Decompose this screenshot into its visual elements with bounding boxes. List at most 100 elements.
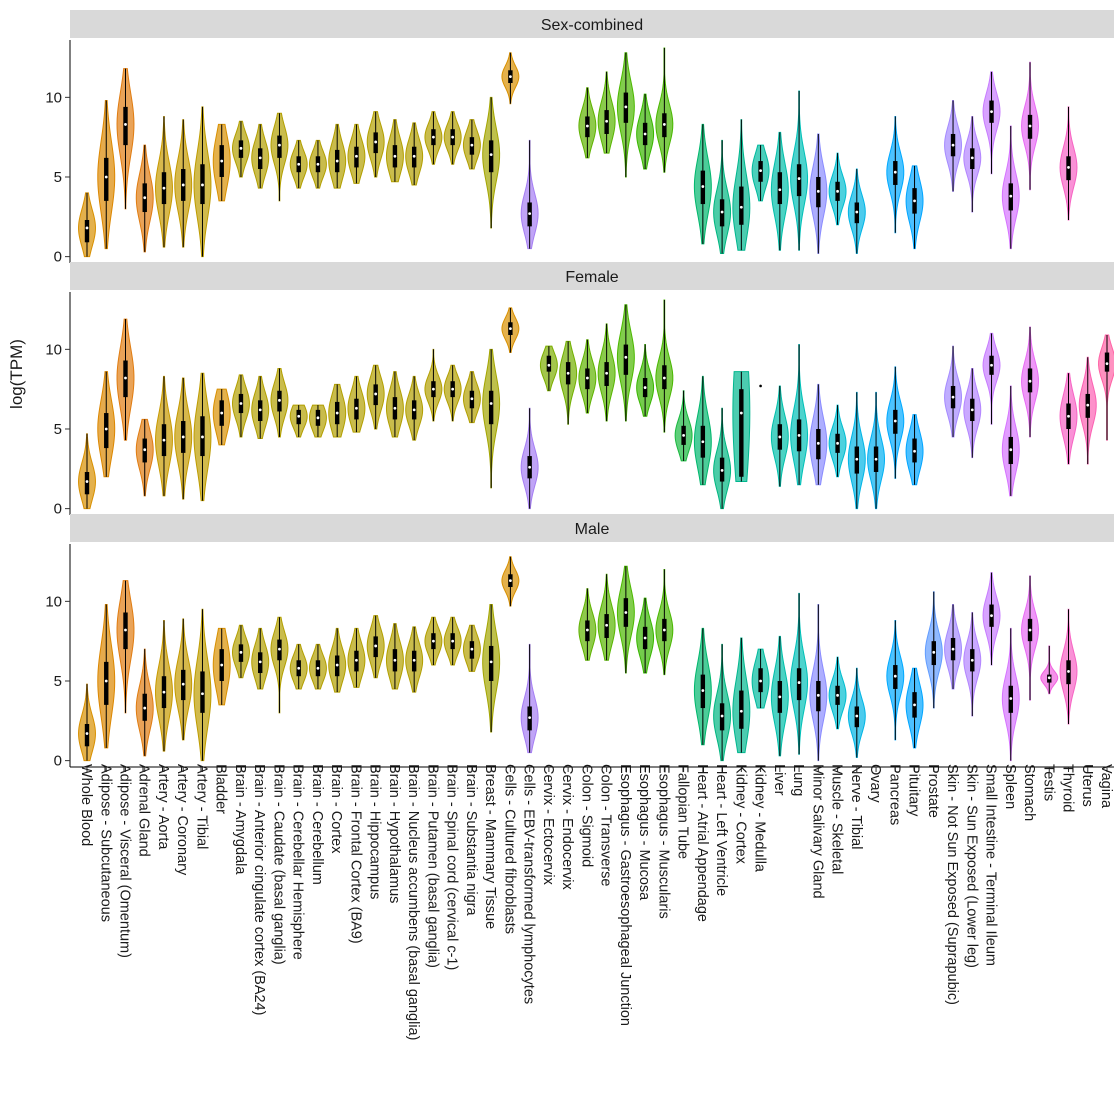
x-category-label: Breast - Mammary Tissue — [482, 764, 498, 929]
violin-brain-amygdala — [231, 624, 250, 679]
box-median — [605, 119, 609, 123]
box-iqr — [84, 471, 90, 495]
violin-colon-transverse — [597, 71, 616, 154]
box-median — [585, 628, 589, 632]
violin-brain-hypothalamus — [385, 623, 404, 690]
violin-nerve-tibial — [847, 391, 866, 510]
box-median — [124, 628, 127, 632]
x-category-label: Ovary — [867, 764, 883, 803]
violin-brain-cerebellum — [308, 404, 327, 438]
x-category-label: Colon - Sigmoid — [578, 764, 594, 867]
violin-brain-anterior-cingulate-cortex-ba24 — [251, 123, 270, 189]
panel-male: Male 0 5 10 — [45, 514, 1114, 772]
violin-brain-spinal-cord-cervical-c-1 — [443, 111, 462, 165]
x-category-label: Whole Blood — [78, 764, 94, 846]
y-tick-label: 5 — [54, 421, 62, 438]
box-median — [797, 177, 801, 180]
violin-adipose-visceral-omentum — [116, 318, 135, 441]
violin-brain-cerebellum — [308, 139, 327, 189]
box-iqr — [623, 344, 629, 375]
box-iqr — [84, 219, 90, 243]
violin-brain-spinal-cord-cervical-c-1 — [443, 616, 462, 666]
box-iqr — [488, 140, 494, 173]
violin-thyroid — [1059, 372, 1078, 465]
box-iqr — [739, 389, 744, 477]
violin-whole-blood — [78, 433, 96, 510]
box-median — [720, 210, 724, 214]
violin-bladder — [212, 123, 231, 202]
box-median — [836, 693, 839, 697]
box-median — [470, 397, 474, 401]
box-median — [201, 183, 204, 187]
x-category-label: Artery - Tibial — [193, 764, 209, 849]
box-median — [432, 135, 435, 139]
box-median — [778, 188, 782, 192]
violin-stomach — [1021, 575, 1039, 701]
box-median — [547, 363, 551, 367]
violin-artery-coronary — [174, 119, 193, 248]
box-median — [643, 386, 647, 389]
box-median — [355, 406, 358, 410]
x-category-label: Brain - Frontal Cortex (BA9) — [347, 764, 363, 944]
x-category-label: Brain - Putamen (basal ganglia) — [424, 764, 440, 968]
violin-adipose-visceral-omentum — [116, 68, 135, 210]
box-median — [778, 695, 782, 699]
box-median — [874, 457, 878, 461]
violin-heart-atrial-appendage — [693, 123, 712, 245]
violin-nerve-tibial — [847, 168, 866, 254]
box-median — [470, 647, 474, 651]
box-median — [990, 614, 993, 618]
violin-brain-cerebellar-hemisphere — [289, 643, 308, 690]
box-median — [855, 457, 859, 461]
box-median — [739, 709, 743, 713]
violin-cells-cultured-fibroblasts — [501, 556, 520, 607]
violin-minor-salivary-gland — [809, 133, 828, 254]
x-category-label: Cells - Cultured fibroblasts — [501, 764, 517, 934]
box-median — [759, 679, 762, 683]
violin-brain-substantia-nigra — [462, 119, 481, 170]
violin-cervix-endocervix — [559, 340, 578, 425]
box-median — [855, 210, 859, 214]
box-median — [489, 660, 493, 664]
box-iqr — [104, 413, 109, 449]
box-median — [508, 579, 512, 583]
box-median — [1047, 676, 1051, 680]
violin-pituitary — [905, 667, 924, 749]
box-median — [701, 689, 705, 692]
facet-strip-label: Female — [565, 269, 618, 286]
violin-brain-frontal-cortex-ba9 — [347, 375, 366, 433]
facet-strip — [70, 514, 1114, 542]
violin-body — [1098, 334, 1114, 441]
violin-pancreas — [886, 115, 905, 234]
box-median — [643, 132, 647, 136]
violin-adipose-visceral-omentum — [116, 580, 135, 714]
box-median — [316, 162, 320, 166]
box-median — [1067, 414, 1070, 418]
violin-stomach — [1021, 61, 1039, 191]
box-median — [759, 169, 762, 173]
x-category-label: Adrenal Gland — [136, 764, 152, 857]
box-median — [1105, 362, 1109, 366]
y-tick-label: 10 — [45, 341, 62, 358]
violin-small-intestine-terminal-ileum — [982, 71, 1001, 175]
box-median — [816, 189, 820, 193]
x-category-label: Brain - Caudate (basal ganglia) — [270, 764, 286, 965]
box-iqr — [123, 106, 128, 146]
x-category-label: Esophagus - Gastroesophageal Junction — [617, 764, 633, 1026]
box-iqr — [796, 668, 802, 701]
violin-esophagus-gastroesophageal-junction — [616, 304, 635, 422]
violin-artery-coronary — [174, 618, 193, 741]
box-iqr — [84, 723, 90, 747]
violin-point — [759, 384, 762, 388]
box-median — [682, 433, 686, 437]
box-median — [412, 154, 416, 158]
box-median — [470, 143, 474, 147]
violin-liver — [770, 635, 789, 757]
violin-adrenal-gland — [135, 648, 154, 757]
violin-minor-salivary-gland — [809, 383, 828, 486]
x-category-label: Testis — [1040, 764, 1056, 801]
violin-brain-anterior-cingulate-cortex-ba24 — [251, 375, 270, 440]
violin-brain-hippocampus — [366, 615, 385, 679]
x-category-label: Esophagus - Mucosa — [636, 764, 652, 901]
